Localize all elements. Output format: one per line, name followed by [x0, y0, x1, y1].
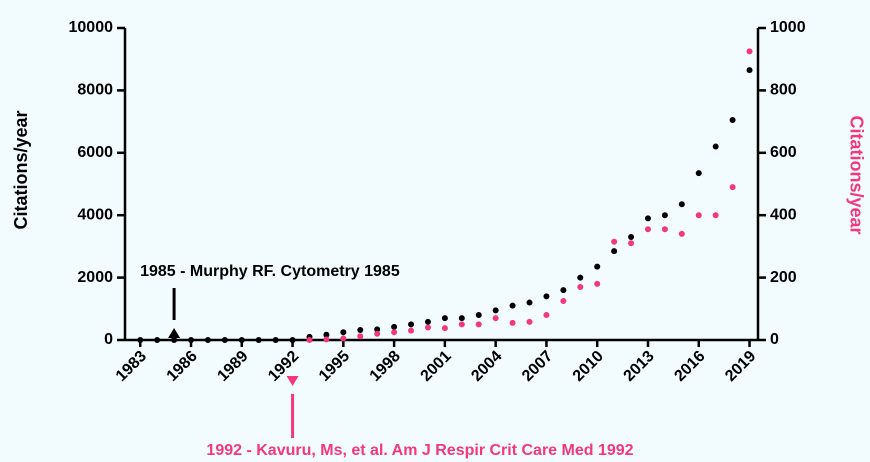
- y2-tick-label: 400: [770, 206, 797, 223]
- data-point: [475, 312, 482, 319]
- data-point: [221, 337, 228, 343]
- data-point: [712, 143, 719, 150]
- data-point: [323, 336, 330, 343]
- data-point: [255, 337, 262, 343]
- y-tick-label: 10000: [69, 19, 114, 36]
- data-point: [628, 240, 635, 247]
- data-point: [746, 48, 753, 55]
- data-point: [357, 327, 364, 334]
- data-point: [746, 67, 753, 74]
- y-tick-label: 6000: [77, 144, 113, 161]
- data-point: [729, 184, 736, 191]
- x-tick-label: 1992: [265, 348, 302, 385]
- x-tick-label: 2010: [570, 348, 607, 385]
- x-tick-label: 2007: [519, 348, 556, 385]
- data-point: [560, 287, 567, 294]
- annotation: 1985 - Murphy RF. Cytometry 1985: [140, 263, 400, 280]
- data-point: [306, 337, 313, 343]
- data-point: [137, 337, 144, 343]
- data-point: [374, 326, 381, 333]
- y2-axis-label: Citations/year: [846, 115, 866, 234]
- data-point: [543, 293, 550, 300]
- y2-tick-label: 800: [770, 82, 797, 99]
- x-tick-label: 1986: [164, 348, 201, 385]
- y2-tick-label: 600: [770, 144, 797, 161]
- x-tick-label: 1995: [316, 348, 353, 385]
- data-point: [678, 230, 685, 237]
- data-point: [594, 263, 601, 270]
- x-tick-label: 1998: [367, 348, 404, 385]
- data-point: [577, 274, 584, 281]
- data-point: [661, 212, 668, 219]
- y-tick-label: 8000: [77, 82, 113, 99]
- x-tick-label: 2016: [671, 348, 708, 385]
- data-point: [661, 226, 668, 233]
- data-point: [340, 335, 347, 342]
- x-tick-label: 2019: [722, 348, 759, 385]
- annotation: 1992 - Kavuru, Ms, et al. Am J Respir Cr…: [206, 442, 633, 459]
- data-point: [204, 337, 211, 343]
- data-point: [391, 329, 398, 336]
- data-point: [441, 315, 448, 322]
- data-point: [543, 312, 550, 319]
- data-point: [611, 238, 618, 245]
- data-point: [154, 337, 161, 343]
- data-point: [272, 337, 279, 343]
- data-point: [526, 318, 533, 325]
- data-point: [340, 329, 347, 336]
- data-point: [357, 333, 364, 340]
- data-point: [171, 337, 178, 343]
- data-point: [729, 117, 736, 124]
- y2-tick-label: 1000: [770, 19, 806, 36]
- y-tick-label: 0: [104, 331, 113, 348]
- data-point: [509, 302, 516, 309]
- data-point: [695, 212, 702, 219]
- data-point: [560, 298, 567, 304]
- data-point: [492, 307, 499, 314]
- data-point: [594, 280, 601, 287]
- y-tick-label: 2000: [77, 269, 113, 286]
- data-point: [695, 170, 702, 177]
- data-point: [441, 325, 448, 332]
- data-point: [644, 215, 651, 222]
- x-tick-label: 1989: [214, 348, 251, 385]
- y-axis-label: Citations/year: [11, 110, 31, 229]
- data-point: [458, 321, 465, 328]
- y-tick-label: 4000: [77, 206, 113, 223]
- data-point: [408, 327, 415, 334]
- x-tick-label: 1983: [113, 348, 150, 385]
- data-point: [577, 283, 584, 290]
- y2-tick-label: 200: [770, 269, 797, 286]
- data-point: [475, 321, 482, 328]
- data-point: [509, 319, 516, 326]
- data-point: [289, 337, 296, 343]
- data-point: [188, 337, 195, 343]
- x-tick-label: 2001: [418, 348, 455, 385]
- y2-tick-label: 0: [770, 331, 779, 348]
- data-point: [323, 331, 330, 338]
- x-tick-label: 2013: [621, 348, 658, 385]
- data-point: [712, 212, 719, 219]
- x-tick-label: 2004: [468, 348, 505, 385]
- data-point: [238, 337, 245, 343]
- data-point: [644, 226, 651, 233]
- data-point: [391, 323, 398, 330]
- data-point: [492, 315, 499, 322]
- data-point: [611, 248, 618, 255]
- data-point: [424, 318, 431, 325]
- data-point: [408, 321, 415, 328]
- data-point: [628, 234, 635, 241]
- data-point: [374, 330, 381, 337]
- arrow-head: [286, 376, 299, 386]
- arrow-head: [168, 328, 181, 338]
- data-point: [526, 299, 533, 306]
- data-point: [458, 315, 465, 322]
- data-point: [424, 324, 431, 331]
- data-point: [678, 201, 685, 208]
